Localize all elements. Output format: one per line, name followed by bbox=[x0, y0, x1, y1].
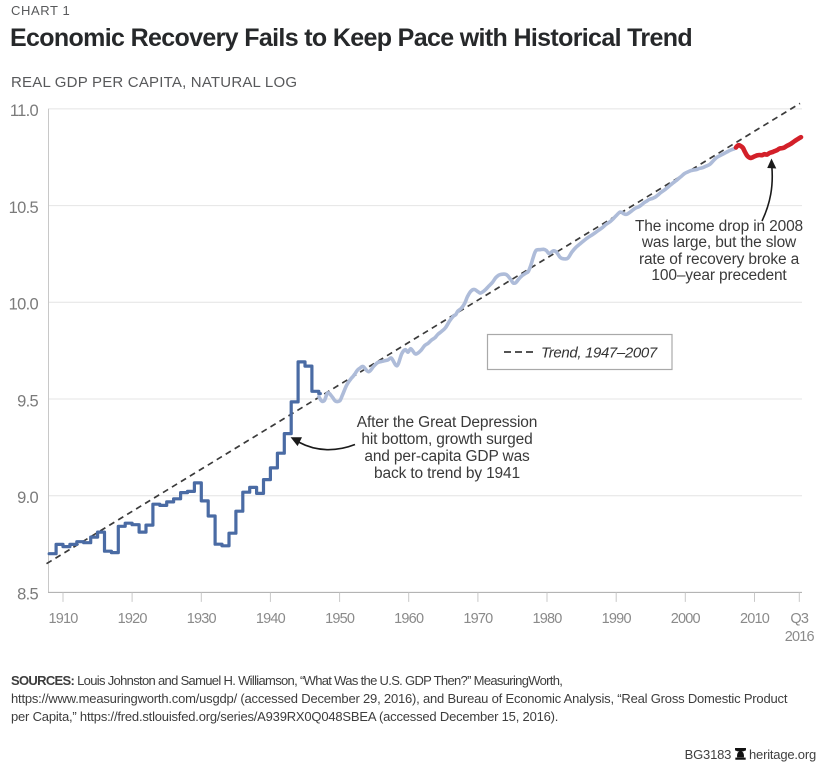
svg-text:1940: 1940 bbox=[256, 611, 286, 627]
svg-text:1970: 1970 bbox=[463, 611, 493, 627]
svg-text:9.5: 9.5 bbox=[17, 392, 38, 410]
svg-text:1930: 1930 bbox=[187, 611, 217, 627]
svg-text:9.0: 9.0 bbox=[17, 489, 38, 507]
svg-text:2010: 2010 bbox=[740, 611, 770, 627]
svg-text:2016: 2016 bbox=[785, 629, 815, 645]
svg-text:8.5: 8.5 bbox=[17, 586, 38, 604]
svg-text:Q3: Q3 bbox=[790, 611, 808, 627]
svg-text:10.0: 10.0 bbox=[9, 296, 39, 314]
svg-text:1950: 1950 bbox=[325, 611, 355, 627]
svg-text:11.0: 11.0 bbox=[10, 102, 39, 120]
svg-text:2000: 2000 bbox=[671, 611, 701, 627]
svg-text:Trend, 1947–2007: Trend, 1947–2007 bbox=[541, 345, 658, 362]
svg-text:1980: 1980 bbox=[532, 611, 562, 627]
svg-text:1920: 1920 bbox=[118, 611, 148, 627]
svg-text:1960: 1960 bbox=[394, 611, 424, 627]
svg-text:10.5: 10.5 bbox=[9, 199, 39, 217]
svg-text:1910: 1910 bbox=[48, 611, 78, 627]
svg-text:1990: 1990 bbox=[602, 611, 632, 627]
